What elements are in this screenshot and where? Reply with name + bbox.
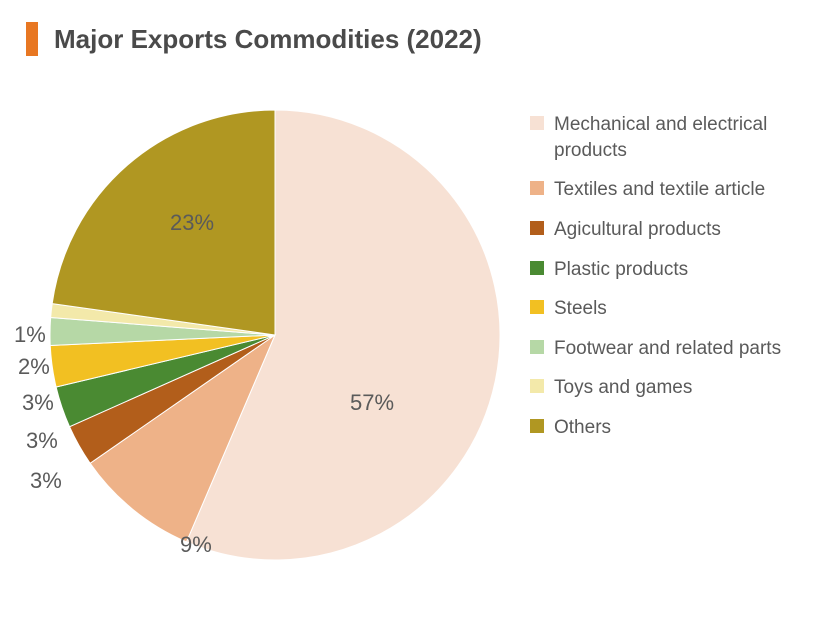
legend-swatch <box>530 419 544 433</box>
pie-chart: 57%9%3%3%3%2%1%23% <box>40 100 510 570</box>
pie-svg <box>40 100 510 570</box>
legend-item: Toys and games <box>530 375 800 401</box>
legend-swatch <box>530 300 544 314</box>
legend-item: Mechanical and electrical products <box>530 112 800 163</box>
legend-item: Others <box>530 415 800 441</box>
legend-swatch <box>530 116 544 130</box>
legend-item: Footwear and related parts <box>530 336 800 362</box>
legend-label: Textiles and textile article <box>554 177 765 203</box>
legend: Mechanical and electrical products Textil… <box>530 112 800 455</box>
legend-item: Steels <box>530 296 800 322</box>
slice-label: 9% <box>180 532 212 558</box>
legend-label: Toys and games <box>554 375 692 401</box>
legend-swatch <box>530 379 544 393</box>
slice-label: 3% <box>26 428 58 454</box>
slice-label: 57% <box>350 390 394 416</box>
legend-label: Agicultural products <box>554 217 721 243</box>
legend-swatch <box>530 221 544 235</box>
slice-label: 1% <box>14 322 46 348</box>
legend-item: Agicultural products <box>530 217 800 243</box>
legend-item: Plastic products <box>530 257 800 283</box>
legend-swatch <box>530 261 544 275</box>
slice-label: 3% <box>30 468 62 494</box>
slice-label: 23% <box>170 210 214 236</box>
pie-slice <box>52 110 275 335</box>
legend-label: Steels <box>554 296 607 322</box>
legend-item: Textiles and textile article <box>530 177 800 203</box>
chart-title: Major Exports Commodities (2022) <box>54 24 482 55</box>
legend-swatch <box>530 181 544 195</box>
title-accent-bar <box>26 22 38 56</box>
legend-label: Mechanical and electrical products <box>554 112 800 163</box>
slice-label: 3% <box>22 390 54 416</box>
slice-label: 2% <box>18 354 50 380</box>
legend-swatch <box>530 340 544 354</box>
legend-label: Plastic products <box>554 257 688 283</box>
chart-title-row: Major Exports Commodities (2022) <box>0 0 819 56</box>
legend-label: Footwear and related parts <box>554 336 781 362</box>
legend-label: Others <box>554 415 611 441</box>
